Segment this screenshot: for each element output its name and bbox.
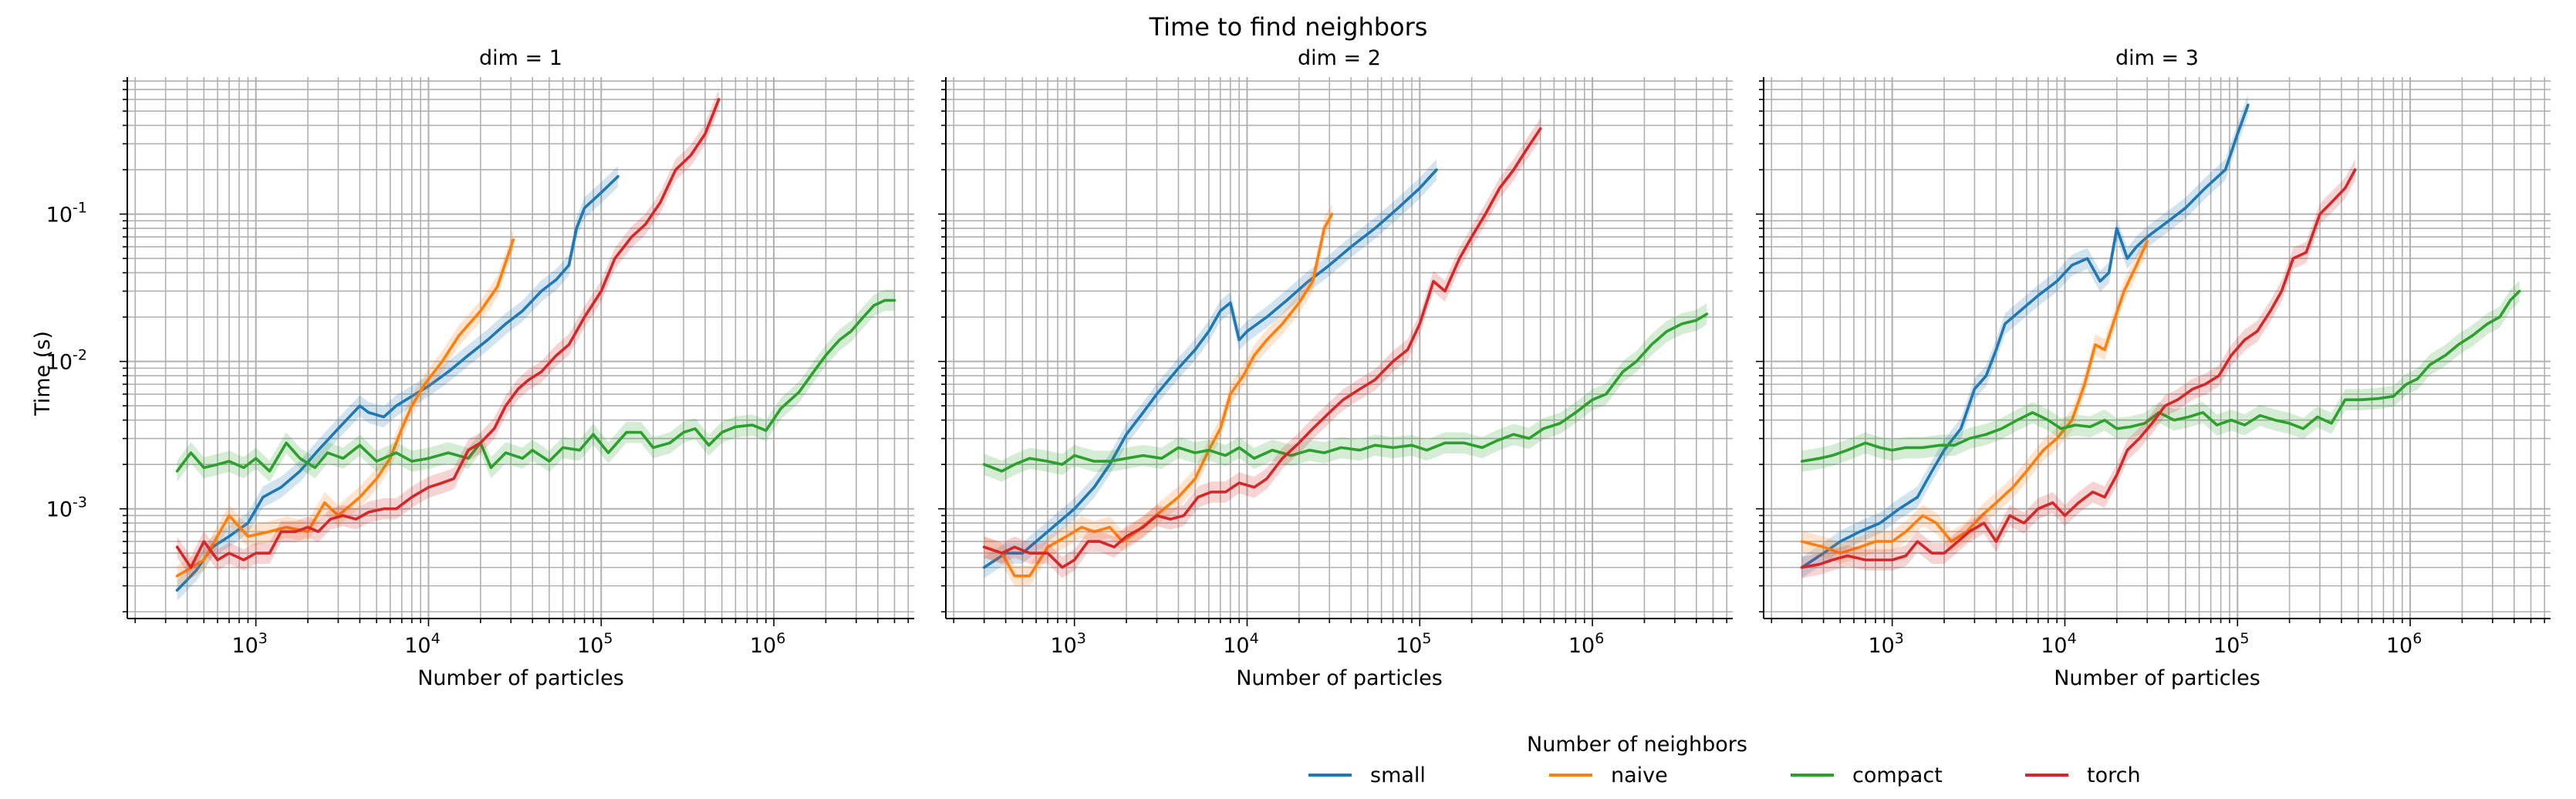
grid (1764, 77, 2551, 619)
x-tick-label: 106 (2386, 630, 2422, 658)
panel-title: dim = 1 (479, 46, 562, 70)
x-tick-label: 105 (2213, 630, 2249, 658)
series-band-torch (1801, 159, 2355, 578)
x-axis-label: Number of particles (2054, 666, 2260, 690)
panels: 103 104 105 106 10-3 10-2 10-1 dim = 1 Number of… (46, 46, 2551, 690)
series-line-torch (982, 127, 1542, 569)
legend-label-compact: compact (1852, 764, 1943, 787)
series-line-small (982, 168, 1438, 569)
x-tick-label: 104 (2041, 630, 2076, 658)
series-band-compact (177, 289, 895, 482)
series-line-naive (982, 212, 1334, 578)
legend-label-naive: naive (1611, 764, 1668, 787)
y-tick-label: 10-1 (46, 200, 87, 228)
x-tick-label: 103 (1050, 630, 1085, 658)
legend-entries: small naive compact torch (1308, 764, 2141, 787)
series-band-small (984, 159, 1437, 578)
panel-title: dim = 2 (1298, 46, 1381, 70)
series-band-naive (1801, 231, 2148, 564)
legend-title: Number of neighbors (1527, 733, 1747, 757)
series-band-small (177, 166, 619, 602)
y-tick-label: 10-3 (46, 494, 87, 522)
y-axis-label: Time (s) (31, 331, 55, 416)
series-line-torch (1800, 168, 2357, 569)
series-band-torch (984, 118, 1541, 578)
x-axis-label: Number of particles (417, 666, 624, 690)
x-tick-label: 105 (1396, 630, 1431, 658)
legend-label-torch: torch (2087, 764, 2141, 787)
panel-2: 103 104 105 106 dim = 2 Number of particles (938, 46, 1733, 690)
x-tick-label: 104 (404, 630, 440, 658)
panel-title: dim = 3 (2115, 46, 2199, 70)
series-band-compact (1801, 280, 2520, 472)
series-line-small (1800, 103, 2250, 569)
panel-1: 103 104 105 106 10-3 10-2 10-1 dim = 1 Number of… (46, 46, 914, 690)
x-tick-label: 103 (231, 630, 267, 658)
grid (946, 77, 1733, 619)
series-band-naive (984, 203, 1332, 587)
x-tick-label: 106 (1568, 630, 1604, 658)
y-tick-label: 10-2 (46, 347, 87, 375)
x-tick-label: 103 (1868, 630, 1903, 658)
series-line-compact (982, 312, 1709, 473)
series-line-compact (175, 298, 896, 473)
x-tick-label: 105 (577, 630, 613, 658)
x-tick-label: 106 (750, 630, 785, 658)
grid (127, 77, 914, 619)
panel-3: 103 104 105 106 dim = 3 Number of particles (1756, 46, 2551, 690)
series-line-naive (175, 238, 515, 578)
series-line-naive (1800, 240, 2149, 555)
series-line-compact (1800, 289, 2521, 463)
legend-label-small: small (1370, 764, 1426, 787)
series-band-small (1801, 94, 2248, 578)
x-axis-label: Number of particles (1236, 666, 1443, 690)
x-tick-label: 104 (1223, 630, 1258, 658)
figure-title: Time to find neighbors (1149, 12, 1428, 42)
legend: Number of neighbors small naive compact tor… (1308, 733, 2141, 787)
series-line-small (175, 175, 620, 592)
series-line-torch (175, 98, 721, 569)
